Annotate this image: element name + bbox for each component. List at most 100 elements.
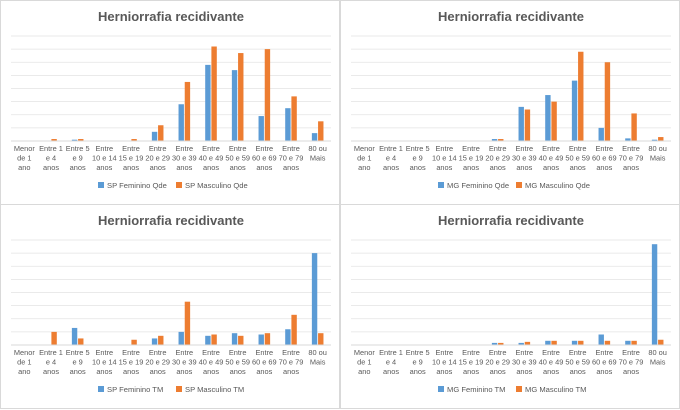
x-tick-label: Menor de 1 ano (354, 348, 375, 376)
legend-swatch (516, 386, 522, 392)
bar-masculino (524, 109, 531, 141)
legend-label: SP Feminino Qde (107, 181, 167, 190)
x-tick-label: Entre 10 e 14 anos (92, 348, 117, 376)
x-tick-label: Entre 30 e 39 anos (512, 348, 537, 376)
bar-feminino (491, 342, 498, 345)
legend-label: MG Feminino TM (447, 385, 506, 394)
legend-swatch (98, 182, 104, 188)
chart-panel-sp-qde: Herniorrafia recidivante Menor de 1 ano Entr… (0, 0, 340, 205)
legend-label: SP Feminino TM (107, 385, 163, 394)
x-tick-label: Menor de 1 ano (354, 144, 375, 172)
bar-feminino (311, 253, 318, 345)
bar-masculino (291, 96, 297, 141)
bar-feminino (518, 106, 524, 141)
bar-masculino (51, 139, 57, 141)
bar-masculino (318, 333, 324, 345)
chart-panel-mg-qde: Herniorrafia recidivante Menor de 1 ano Entr… (340, 0, 680, 205)
bar-masculino (631, 340, 637, 345)
chart-panel-mg-tm: Herniorrafia recidivante Menor de 1 ano Entr… (340, 204, 680, 409)
x-tick-label: Entre 60 e 69 anos (592, 348, 617, 376)
bar-masculino (78, 338, 84, 345)
x-tick-label: Entre 30 e 39 anos (512, 144, 537, 172)
x-tick-label: Entre 50 e 59 anos (225, 144, 250, 172)
bar-masculino (658, 339, 664, 345)
x-tick-label: Entre 20 e 29 anos (485, 348, 510, 376)
x-tick-label: Entre 40 e 49 anos (539, 144, 564, 172)
legend-label: MG Masculino TM (525, 385, 586, 394)
legend-swatch (176, 386, 182, 392)
bar-feminino (651, 139, 658, 141)
bar-feminino (311, 133, 318, 141)
bar-masculino (184, 301, 191, 345)
bar-masculino (264, 333, 271, 345)
bar-masculino (318, 121, 324, 141)
x-tick-label: Entre 10 e 14 anos (92, 144, 117, 172)
bar-feminino (258, 334, 264, 345)
bar-masculino (551, 340, 557, 345)
bar-feminino (285, 329, 291, 345)
bar-feminino (71, 327, 78, 345)
x-tick-label: Entre 30 e 39 anos (172, 144, 197, 172)
chart-title: Herniorrafia recidivante (438, 213, 584, 228)
bar-feminino (151, 338, 158, 345)
bar-feminino (598, 127, 604, 141)
bar-feminino (545, 95, 551, 141)
bar-masculino (184, 81, 191, 141)
bar-masculino (51, 331, 57, 345)
bar-feminino (205, 64, 211, 141)
chart-title: Herniorrafia recidivante (98, 9, 244, 24)
bar-feminino (231, 333, 238, 345)
x-tick-label: 80 ou Mais (308, 144, 327, 163)
bar-masculino (604, 340, 611, 345)
x-tick-label: Entre 15 e 19 anos (119, 144, 144, 172)
bar-masculino (658, 137, 664, 141)
x-tick-label: Entre 40 e 49 anos (199, 144, 224, 172)
bar-masculino (264, 49, 271, 141)
legend-label: SP Masculino Qde (185, 181, 248, 190)
bar-masculino (498, 342, 504, 345)
legend-label: MG Feminino Qde (447, 181, 509, 190)
bar-feminino (571, 80, 578, 141)
legend-swatch (176, 182, 182, 188)
bar-feminino (651, 244, 658, 345)
x-tick-label: Entre 70 e 79 anos (279, 144, 304, 172)
x-tick-label: Entre 70 e 79 anos (279, 348, 304, 376)
bar-masculino (78, 139, 84, 141)
bar-feminino (491, 139, 498, 141)
bar-feminino (205, 335, 211, 345)
bar-masculino (158, 125, 164, 141)
x-tick-label: 80 ou Mais (648, 144, 667, 163)
x-tick-label: Entre 15 e 19 anos (459, 348, 484, 376)
bar-masculino (158, 335, 164, 345)
x-tick-label: Entre 15 e 19 anos (459, 144, 484, 172)
x-tick-label: Entre 30 e 39 anos (172, 348, 197, 376)
x-tick-label: Entre 50 e 59 anos (565, 144, 590, 172)
bar-feminino (71, 139, 78, 141)
bar-feminino (258, 116, 264, 141)
x-tick-label: Menor de 1 ano (14, 144, 35, 172)
chart-title: Herniorrafia recidivante (98, 213, 244, 228)
bar-feminino (518, 342, 524, 345)
bar-masculino (211, 46, 217, 141)
bar-feminino (231, 70, 238, 141)
bar-feminino (598, 334, 604, 345)
bar-feminino (285, 108, 291, 141)
x-tick-label: Entre 70 e 79 anos (619, 348, 644, 376)
bar-feminino (178, 104, 184, 141)
legend-swatch (438, 182, 444, 188)
x-tick-label: Entre 60 e 69 anos (252, 348, 277, 376)
bar-masculino (631, 113, 637, 141)
x-tick-label: Entre 40 e 49 anos (199, 348, 224, 376)
bar-feminino (178, 331, 184, 345)
x-tick-label: 80 ou Mais (308, 348, 327, 367)
x-tick-label: Entre 40 e 49 anos (539, 348, 564, 376)
